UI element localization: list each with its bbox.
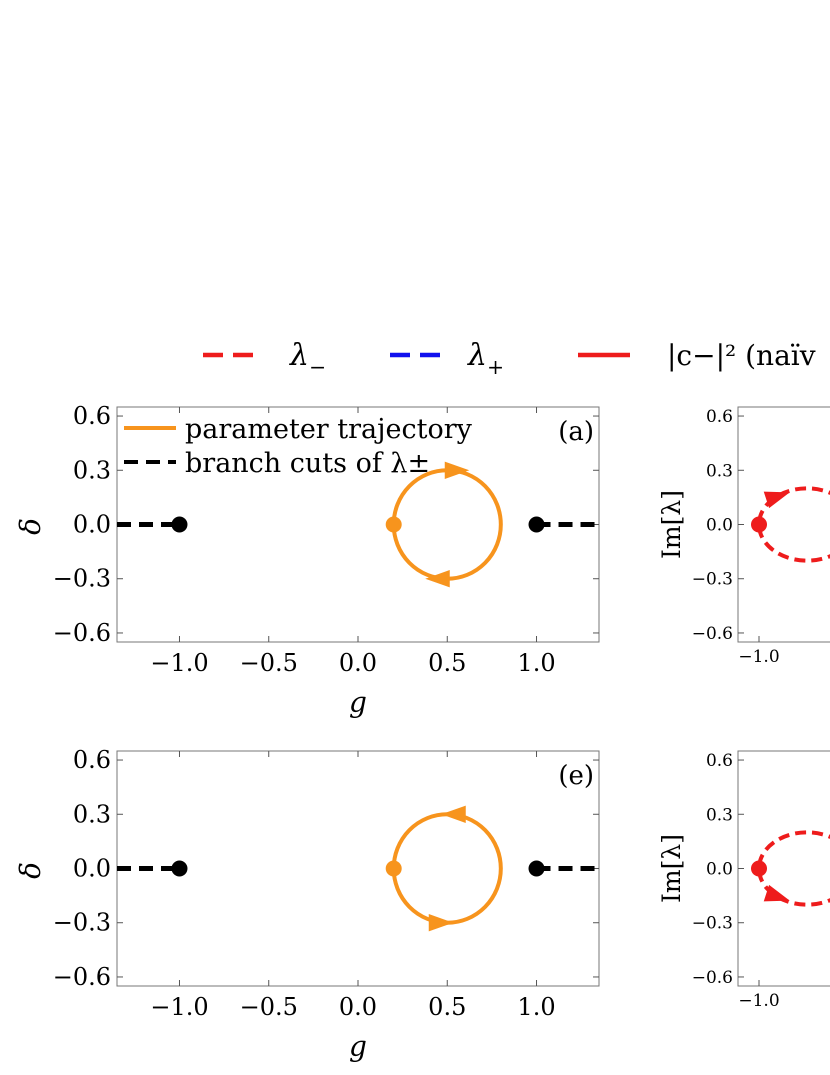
y-tick-label: 0.3 — [706, 805, 733, 825]
x-tick-label: −1.0 — [738, 647, 779, 667]
trajectory-arrow-bottom — [425, 570, 450, 588]
y-tick-label: −0.3 — [53, 565, 111, 593]
x-tick-label: −1.0 — [150, 649, 208, 677]
inplot-legend-label-1: branch cuts of λ± — [185, 448, 430, 479]
panel-label: (e) — [558, 761, 594, 791]
exceptional-point-marker — [528, 860, 545, 877]
y-axis-label: δ — [14, 518, 47, 535]
exceptional-point-marker — [528, 516, 545, 533]
panel-f: 0.6 0.3 0.0 −0.3 −0.6−1.0 Im[λ] — [657, 750, 830, 1011]
x-tick-label: 0.5 — [428, 993, 466, 1021]
y-tick-label: 0.6 — [706, 751, 733, 771]
x-tick-label: −0.5 — [240, 649, 298, 677]
top-legend: λ− λ+ |c−|² (naïv — [203, 338, 816, 379]
legend-label-2: |c−|² (naïv — [667, 339, 816, 372]
y-axis-label: δ — [14, 862, 47, 879]
exceptional-point-marker — [171, 516, 188, 533]
y-tick-label: −0.3 — [53, 909, 111, 937]
trajectory-arrow-top — [444, 461, 470, 479]
exceptional-point-marker — [171, 860, 188, 877]
y-tick-label: 0.6 — [73, 402, 111, 430]
y-tick-label: 0.6 — [73, 746, 111, 774]
lambda-minus-arrow — [763, 884, 790, 902]
legend-label-1: λ+ — [467, 338, 504, 379]
y-tick-label: −0.6 — [53, 963, 111, 991]
panel-label: (a) — [558, 417, 594, 447]
x-tick-label: −0.5 — [240, 993, 298, 1021]
trajectory-arrow-top — [441, 805, 466, 823]
trajectory-start-marker — [385, 860, 402, 877]
x-axis-label: g — [349, 686, 367, 719]
y-tick-label: 0.3 — [73, 456, 111, 484]
panel-b: 0.6 0.3 0.0 −0.3 −0.6−1.0 Im[λ] — [657, 406, 830, 667]
x-tick-label: −1.0 — [150, 993, 208, 1021]
y-tick-label: 0.3 — [706, 461, 733, 481]
y-tick-label: −0.6 — [53, 619, 111, 647]
y-tick-label: −0.6 — [692, 624, 733, 644]
x-tick-label: 0.0 — [339, 993, 377, 1021]
y-tick-label: 0.6 — [706, 407, 733, 427]
y-axis-label: Im[λ] — [657, 834, 686, 903]
panel-a: −1.0 −0.5 0.0 0.5 1.0 0.6 0.3 0.0 −0.3 −0.6 g δ (a) p… — [14, 402, 600, 719]
trajectory-circle — [391, 812, 503, 925]
panel-e: −1.0 −0.5 0.0 0.5 1.0 0.6 0.3 0.0 −0.3 −0.6 g δ (e) — [14, 746, 600, 1063]
legend-label-0: λ− — [289, 338, 326, 379]
x-tick-label: 0.0 — [339, 649, 377, 677]
y-axis-label: Im[λ] — [657, 490, 686, 559]
lambda-minus-start-marker — [751, 516, 767, 533]
y-tick-label: 0.0 — [73, 855, 111, 883]
y-tick-label: 0.0 — [706, 860, 733, 880]
inplot-legend-label-0: parameter trajectory — [185, 414, 473, 445]
trajectory-circle — [391, 468, 503, 581]
y-tick-label: −0.6 — [692, 968, 733, 988]
y-tick-label: 0.3 — [73, 800, 111, 828]
y-tick-label: −0.3 — [692, 570, 733, 590]
y-tick-label: −0.3 — [692, 914, 733, 934]
x-tick-label: 1.0 — [517, 649, 555, 677]
lambda-minus-start-marker — [751, 860, 767, 877]
y-tick-label: 0.0 — [706, 516, 733, 536]
x-tick-label: 1.0 — [517, 993, 555, 1021]
plot-frame — [116, 750, 600, 987]
trajectory-arrow-bottom — [428, 914, 454, 932]
y-tick-label: 0.0 — [73, 511, 111, 539]
lambda-minus-arrow — [763, 491, 790, 509]
x-tick-label: 0.5 — [428, 649, 466, 677]
x-axis-label: g — [349, 1030, 367, 1063]
trajectory-start-marker — [385, 516, 402, 533]
x-tick-label: −1.0 — [738, 991, 779, 1011]
